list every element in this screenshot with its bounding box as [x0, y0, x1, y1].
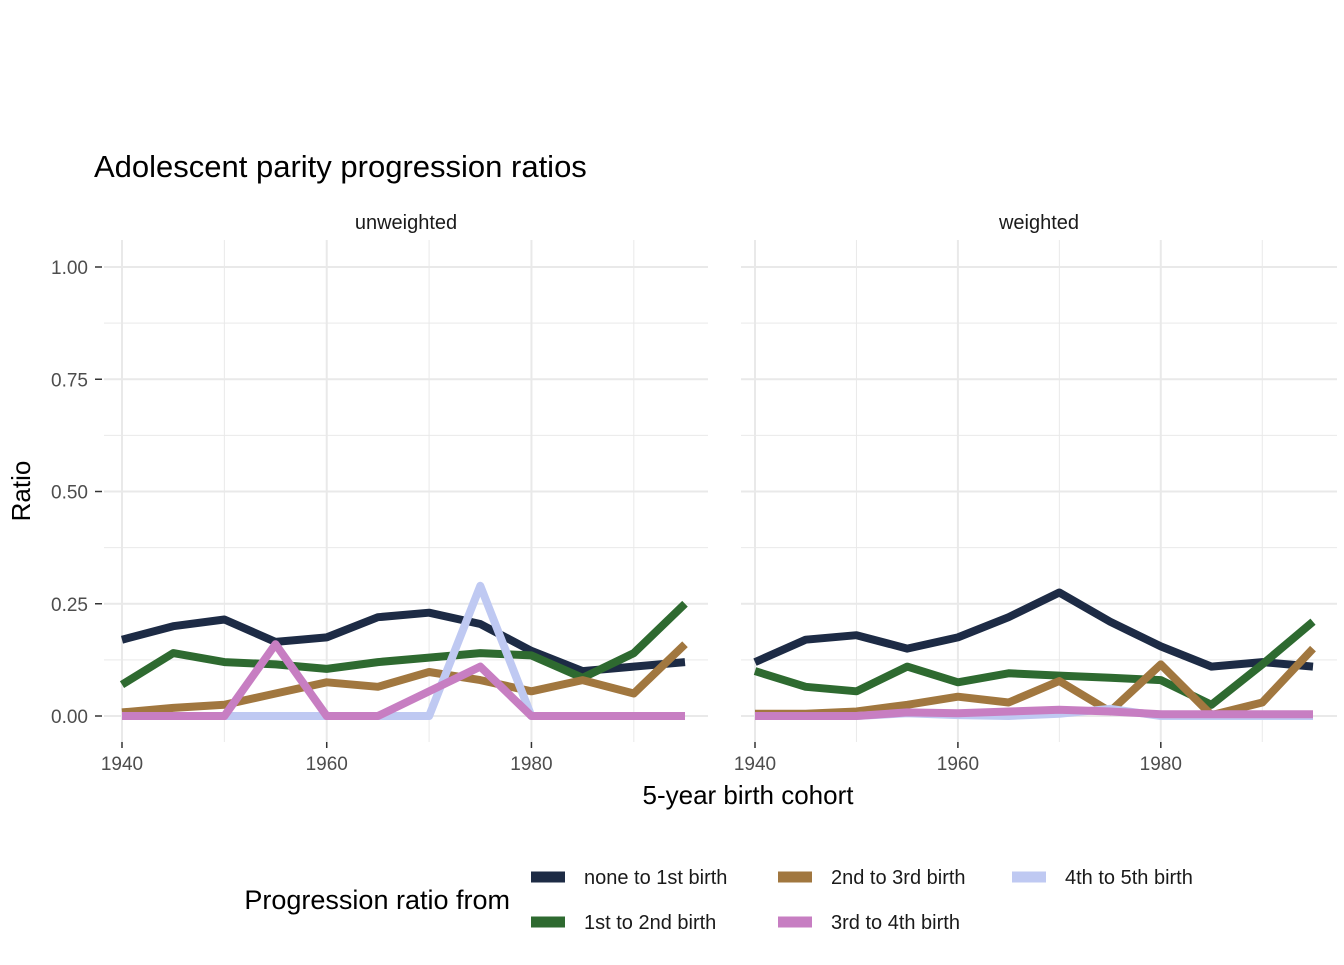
y-tick-label: 1.00 [51, 258, 88, 279]
legend-swatch-3rd-to-4th-birth [778, 916, 812, 928]
series-lines-weighted [753, 588, 1316, 720]
x-tick-label: 1940 [101, 754, 143, 775]
x-tick-label: 1940 [734, 754, 776, 775]
y-tick-label: 0.25 [51, 595, 88, 616]
chart-title: Adolescent parity progression ratios [94, 149, 587, 184]
series-line-3rd-to-4th-birth [122, 640, 685, 720]
axis-tick-labels: 1940 1960 1980 1940 1960 1980 0.00 0.25 0.50 0.75… [51, 258, 1182, 775]
series-line-1st-to-2nd-birth [753, 618, 1316, 709]
facet-label-unweighted: unweighted [355, 212, 457, 234]
legend-swatch-4th-to-5th-birth [1012, 871, 1046, 883]
y-tick-label: 0.00 [51, 707, 88, 728]
facet-label-weighted: weighted [998, 212, 1079, 234]
x-axis-title: 5-year birth cohort [643, 780, 855, 810]
legend-label: 3rd to 4th birth [831, 912, 960, 934]
series-line-4th-to-5th-birth [224, 581, 685, 720]
y-axis-title: Ratio [6, 461, 36, 522]
legend-label: 2nd to 3rd birth [831, 867, 966, 889]
legend-title: Progression ratio from [244, 885, 510, 915]
series-line-2nd-to-3rd-birth [755, 645, 1316, 720]
y-tick-label: 0.75 [51, 370, 88, 391]
x-tick-label: 1980 [1140, 754, 1182, 775]
y-tick-label: 0.50 [51, 483, 88, 504]
series-line-2nd-to-3rd-birth [121, 641, 688, 717]
legend-label: 1st to 2nd birth [584, 912, 716, 934]
x-tick-label: 1960 [937, 754, 979, 775]
legend-label: 4th to 5th birth [1065, 867, 1193, 889]
legend-swatch-1st-to-2nd-birth [531, 916, 565, 928]
legend-swatch-none-to-1st-birth [531, 871, 565, 883]
x-tick-label: 1980 [510, 754, 552, 775]
series-line-3rd-to-4th-birth [755, 705, 1313, 720]
series-line-none-to-1st-birth [753, 588, 1314, 671]
series-line-1st-to-2nd-birth [119, 600, 688, 689]
x-tick-label: 1960 [306, 754, 348, 775]
gridlines-unweighted [104, 240, 708, 742]
axis-ticks [95, 266, 1162, 748]
series-lines-unweighted [119, 581, 688, 720]
legend-keys: none to 1st birth 1st to 2nd birth 2nd to … [531, 867, 1193, 934]
legend-swatch-2nd-to-3rd-birth [778, 871, 812, 883]
legend-label: none to 1st birth [584, 867, 727, 889]
